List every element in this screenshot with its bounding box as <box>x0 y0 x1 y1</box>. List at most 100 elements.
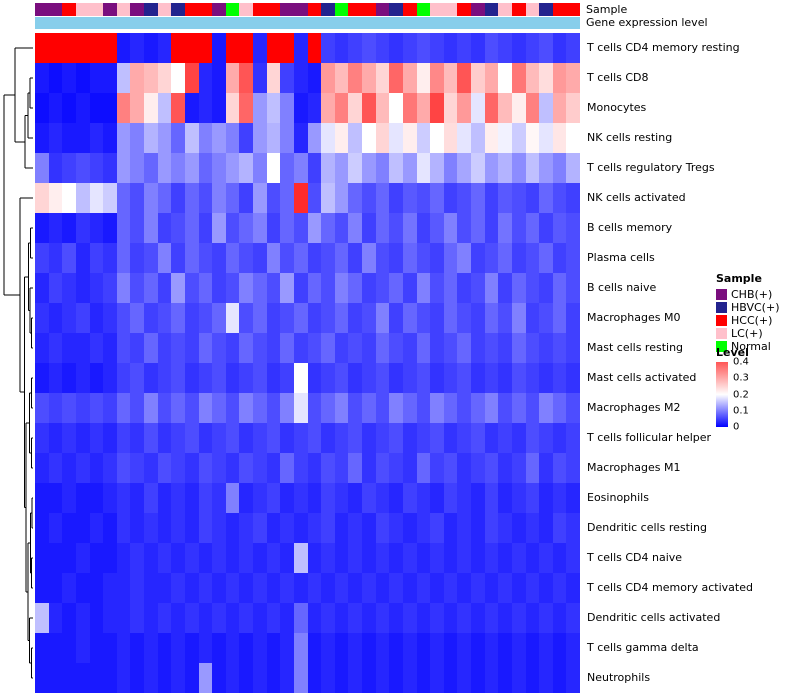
heatmap-cell <box>89 33 104 63</box>
heatmap-cell <box>253 483 267 513</box>
heatmap-cell <box>184 393 199 423</box>
heatmap-cell <box>307 363 322 393</box>
heatmap-cell <box>35 63 49 93</box>
heatmap-cell <box>348 123 362 153</box>
heatmap-cell <box>184 513 199 543</box>
heatmap-cell <box>130 123 144 153</box>
heatmap-cell <box>389 453 403 483</box>
heatmap-cell <box>539 633 553 663</box>
heatmap-cell <box>471 273 485 303</box>
heatmap-cell <box>389 213 403 243</box>
heatmap-cell <box>334 93 349 123</box>
sample-annotation-cell <box>525 3 540 16</box>
heatmap-cell <box>280 633 294 663</box>
heatmap-cell <box>89 363 104 393</box>
heatmap-cell <box>75 243 90 273</box>
heatmap-cell <box>348 243 362 273</box>
heatmap-cell <box>225 513 240 543</box>
row-label: NK cells resting <box>587 131 673 144</box>
heatmap-cell <box>321 663 335 693</box>
heatmap-cell <box>35 93 49 123</box>
heatmap-cell <box>362 63 376 93</box>
heatmap-cell <box>552 33 567 63</box>
heatmap-cell <box>280 663 294 693</box>
heatmap-cell <box>321 153 335 183</box>
heatmap-cell <box>293 543 308 573</box>
heatmap-cell <box>198 243 213 273</box>
sample-annotation-cell <box>307 3 322 16</box>
heatmap-cell <box>48 333 63 363</box>
heatmap-cell <box>48 303 63 333</box>
heatmap-cell <box>498 123 512 153</box>
heatmap-cell <box>498 633 512 663</box>
legend-label: HCC(+) <box>731 313 773 327</box>
heatmap-cell <box>35 363 49 393</box>
heatmap-cell <box>89 573 104 603</box>
heatmap-cell <box>552 213 567 243</box>
heatmap-cell <box>443 543 458 573</box>
heatmap-cell <box>539 63 553 93</box>
heatmap-cell <box>471 513 485 543</box>
heatmap-cell <box>539 243 553 273</box>
heatmap-cell <box>402 393 417 423</box>
heatmap-cell <box>402 513 417 543</box>
heatmap-cell <box>157 153 172 183</box>
heatmap-cell <box>321 243 335 273</box>
heatmap-cell <box>266 63 281 93</box>
heatmap-cell <box>75 363 90 393</box>
heatmap-cell <box>307 183 322 213</box>
heatmap-cell <box>430 333 444 363</box>
heatmap-cell <box>430 573 444 603</box>
heatmap-cell <box>334 213 349 243</box>
heatmap-cell <box>416 543 431 573</box>
heatmap-cell <box>443 633 458 663</box>
heatmap-cell <box>266 663 281 693</box>
heatmap-cell <box>552 123 567 153</box>
heatmap-cell <box>416 573 431 603</box>
heatmap-cell <box>484 63 499 93</box>
sample-annotation-cell <box>75 3 90 16</box>
heatmap-cell <box>35 663 49 693</box>
heatmap-cell <box>402 333 417 363</box>
heatmap-cell <box>416 483 431 513</box>
heatmap-cell <box>293 603 308 633</box>
heatmap-cell <box>62 183 76 213</box>
row-label: Mast cells activated <box>587 371 697 384</box>
heatmap-cell <box>198 393 213 423</box>
heatmap-cell <box>212 33 226 63</box>
heatmap-cell <box>212 333 226 363</box>
heatmap-cell <box>144 213 158 243</box>
heatmap-cell <box>35 543 49 573</box>
heatmap-cell <box>402 63 417 93</box>
heatmap-cell <box>552 423 567 453</box>
heatmap-cell <box>457 183 471 213</box>
heatmap-cell <box>239 543 253 573</box>
heatmap-cell <box>130 153 144 183</box>
heatmap-cell <box>103 543 117 573</box>
heatmap-cell <box>280 153 294 183</box>
sample-legend-entry: LC(+) <box>716 327 780 340</box>
heatmap-cell <box>184 423 199 453</box>
sample-annotation-cell <box>471 3 485 16</box>
sample-annotation-cell <box>443 3 458 16</box>
sample-annotation-cell <box>484 3 499 16</box>
heatmap-cell <box>103 393 117 423</box>
heatmap-cell <box>307 603 322 633</box>
heatmap-cell <box>89 543 104 573</box>
heatmap-cell <box>321 93 335 123</box>
heatmap-cell <box>130 213 144 243</box>
heatmap-cell <box>430 453 444 483</box>
heatmap-cell <box>566 393 580 423</box>
heatmap-cell <box>89 333 104 363</box>
heatmap-cell <box>144 63 158 93</box>
heatmap-cell <box>430 663 444 693</box>
heatmap-cell <box>280 333 294 363</box>
heatmap-cell <box>239 303 253 333</box>
heatmap-cell <box>552 573 567 603</box>
heatmap-cell <box>48 663 63 693</box>
heatmap-cell <box>525 573 540 603</box>
heatmap-cell <box>443 363 458 393</box>
heatmap-cell <box>457 453 471 483</box>
heatmap-cell <box>484 333 499 363</box>
